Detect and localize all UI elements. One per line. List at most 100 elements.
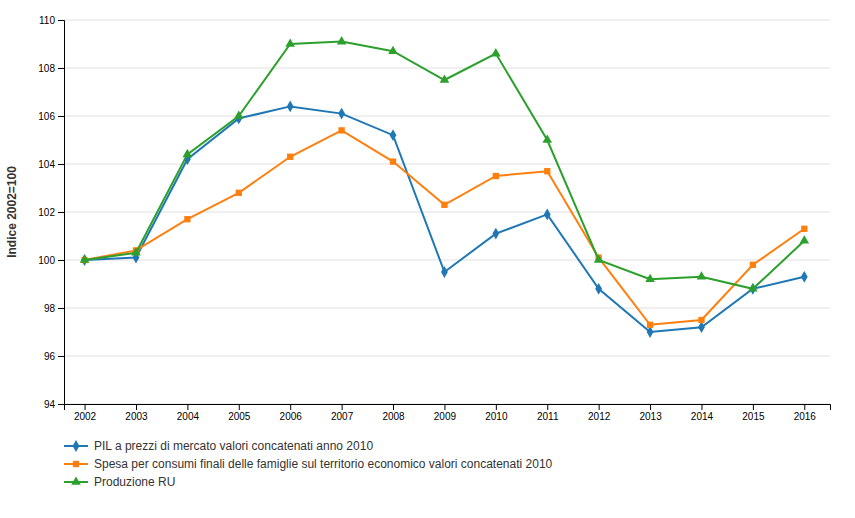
x-tick-label: 2011 xyxy=(537,411,559,422)
x-tick: 2011 xyxy=(537,404,559,422)
x-tick-mark xyxy=(290,404,291,410)
legend-marker xyxy=(73,440,80,452)
point xyxy=(645,274,655,282)
x-axis-line xyxy=(65,405,831,411)
grid-line xyxy=(64,164,830,165)
x-tick-mark xyxy=(239,404,240,410)
point xyxy=(183,149,193,157)
x-tick-mark xyxy=(393,404,394,410)
point xyxy=(184,216,190,222)
legend-marker xyxy=(73,461,79,467)
plot: 2002200320042005200620072008200920102011… xyxy=(5,15,831,422)
grid-line xyxy=(64,68,830,69)
y-tick-mark xyxy=(58,116,64,117)
legend: PIL a prezzi di mercato valori concatena… xyxy=(64,439,553,489)
y-tick-mark xyxy=(58,212,64,213)
x-tick-label: 2016 xyxy=(794,411,817,422)
x-tick-label: 2012 xyxy=(588,411,611,422)
series-line xyxy=(85,42,805,289)
x-tick: 2007 xyxy=(331,404,354,422)
point xyxy=(594,254,604,262)
point xyxy=(491,48,501,56)
y-tick-label: 108 xyxy=(38,63,55,74)
point xyxy=(390,129,397,141)
y-tick-mark xyxy=(58,260,64,261)
x-tick-label: 2009 xyxy=(434,411,457,422)
y-tick-mark xyxy=(58,20,64,21)
y-tick: 106 xyxy=(38,111,64,122)
x-tick-label: 2004 xyxy=(177,411,200,422)
x-tick: 2004 xyxy=(177,404,200,422)
y-tick-label: 100 xyxy=(38,255,55,266)
legend-item: Spesa per consumi finali delle famiglie … xyxy=(64,457,553,471)
x-tick: 2016 xyxy=(794,404,817,422)
point xyxy=(338,108,345,120)
grid-line xyxy=(64,116,830,117)
point xyxy=(544,168,550,174)
point xyxy=(492,228,499,240)
series xyxy=(80,36,809,292)
y-axis-line xyxy=(58,21,65,405)
point xyxy=(440,74,450,82)
point xyxy=(698,317,704,323)
point xyxy=(441,266,448,278)
point xyxy=(697,271,707,279)
y-tick: 102 xyxy=(38,207,64,218)
point xyxy=(493,173,499,179)
legend-marker xyxy=(71,476,81,484)
chart: 2002200320042005200620072008200920102011… xyxy=(0,0,855,518)
x-tick-mark xyxy=(650,404,651,410)
x-tick: 2015 xyxy=(742,404,765,422)
y-tick: 110 xyxy=(39,15,64,26)
x-tick: 2009 xyxy=(434,404,457,422)
x-tick-label: 2005 xyxy=(228,411,251,422)
x-tick: 2005 xyxy=(228,404,251,422)
legend-item: Produzione RU xyxy=(64,475,175,489)
y-tick: 100 xyxy=(38,255,64,266)
y-tick-label: 96 xyxy=(44,351,56,362)
grid-line xyxy=(64,20,830,21)
legend-label: PIL a prezzi di mercato valori concatena… xyxy=(94,439,373,453)
x-tick: 2003 xyxy=(125,404,148,422)
point xyxy=(390,158,396,164)
x-tick-mark xyxy=(444,404,445,410)
x-tick-mark xyxy=(804,404,805,410)
point xyxy=(544,209,551,221)
x-tick-label: 2007 xyxy=(331,411,354,422)
point xyxy=(542,134,552,142)
x-tick-label: 2010 xyxy=(485,411,508,422)
point xyxy=(285,38,295,46)
point xyxy=(131,247,141,255)
point xyxy=(750,262,756,268)
grid-line xyxy=(64,308,830,309)
y-tick-label: 98 xyxy=(44,303,56,314)
x-tick-mark xyxy=(85,404,86,410)
x-tick-label: 2015 xyxy=(742,411,765,422)
grid-line xyxy=(64,356,830,357)
x-tick-label: 2013 xyxy=(639,411,662,422)
point xyxy=(595,283,602,295)
x-tick-mark xyxy=(547,404,548,410)
series xyxy=(81,127,807,328)
y-tick-mark xyxy=(58,356,64,357)
x-tick-label: 2006 xyxy=(280,411,303,422)
series-line xyxy=(85,106,805,332)
y-tick-mark xyxy=(58,164,64,165)
y-tick-label: 110 xyxy=(39,15,55,26)
y-tick: 98 xyxy=(44,303,64,314)
x-tick: 2006 xyxy=(280,404,303,422)
point xyxy=(287,101,294,113)
point xyxy=(234,110,244,118)
x-tick-mark xyxy=(753,404,754,410)
series xyxy=(81,101,808,338)
point xyxy=(441,202,447,208)
point xyxy=(236,190,242,196)
x-tick: 2013 xyxy=(639,404,662,422)
point xyxy=(801,226,807,232)
legend-label: Spesa per consumi finali delle famiglie … xyxy=(94,457,553,471)
y-tick-label: 106 xyxy=(38,111,55,122)
marks xyxy=(80,36,809,338)
y-tick-label: 104 xyxy=(38,159,55,170)
x-tick: 2012 xyxy=(588,404,611,422)
legend-item: PIL a prezzi di mercato valori concatena… xyxy=(64,439,373,453)
